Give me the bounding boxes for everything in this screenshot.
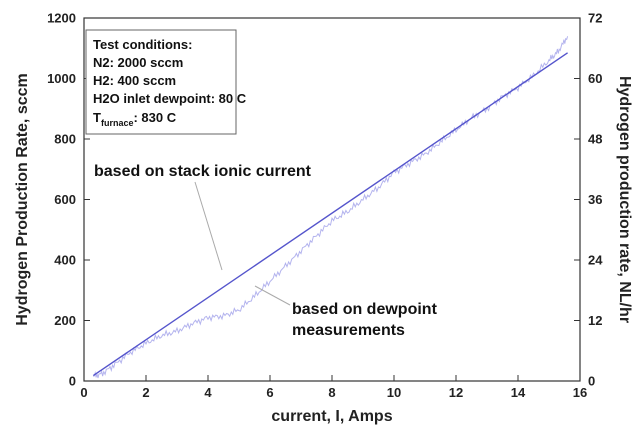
x-tick-label: 4 bbox=[204, 385, 212, 400]
furnace-temp-text: Tfurnace: 830 C bbox=[93, 110, 177, 128]
y-tick-label: 800 bbox=[54, 132, 76, 147]
y2-tick-label: 72 bbox=[588, 11, 602, 26]
y-tick-label: 1200 bbox=[47, 11, 76, 26]
x-tick-label: 10 bbox=[387, 385, 401, 400]
test-conditions-heading: Test conditions: bbox=[93, 37, 192, 52]
test-conditions-box: Test conditions: N2: 2000 sccm H2: 400 s… bbox=[85, 29, 247, 135]
annotation-dewpoint-line1: based on dewpoint bbox=[292, 301, 438, 318]
x-tick-label: 2 bbox=[142, 385, 149, 400]
y2-tick-label: 48 bbox=[588, 132, 602, 147]
test-conditions-frame bbox=[85, 29, 237, 135]
y2-tick-label: 24 bbox=[588, 253, 603, 268]
x-tick-label: 12 bbox=[449, 385, 463, 400]
x-tick-label: 6 bbox=[266, 385, 273, 400]
y2-tick-label: 0 bbox=[588, 374, 595, 389]
series-layer bbox=[92, 36, 569, 379]
y-tick-label: 400 bbox=[54, 253, 76, 268]
y2-axis-ticks: 0 12 24 36 48 60 72 bbox=[574, 11, 603, 389]
temp-value: : 830 C bbox=[133, 110, 176, 125]
y2-axis-title: Hydrogen production rate, NL/hr bbox=[616, 76, 633, 323]
x-tick-label: 8 bbox=[328, 385, 335, 400]
x-tick-label: 16 bbox=[573, 385, 587, 400]
annotation-ionic-current: based on stack ionic current bbox=[94, 163, 312, 180]
series-ionic-line bbox=[92, 52, 568, 377]
y-axis-ticks: 0 200 400 600 800 1000 1200 bbox=[47, 11, 90, 389]
y-tick-label: 0 bbox=[69, 374, 76, 389]
temp-symbol: T bbox=[93, 110, 101, 125]
dewpoint-text: H2O inlet dewpoint: 80 C bbox=[93, 91, 247, 106]
y2-tick-label: 60 bbox=[588, 71, 602, 86]
temp-subscript: furnace bbox=[101, 118, 134, 128]
y-tick-label: 1000 bbox=[47, 71, 76, 86]
annotation-dewpoint-leader bbox=[254, 285, 291, 306]
y-tick-label: 600 bbox=[54, 192, 76, 207]
n2-flow-text: N2: 2000 sccm bbox=[93, 55, 183, 70]
y-tick-label: 200 bbox=[54, 313, 76, 328]
y2-tick-label: 12 bbox=[588, 313, 602, 328]
x-tick-label: 14 bbox=[511, 385, 526, 400]
annotation-ionic-leader bbox=[194, 181, 223, 271]
x-axis-title: current, I, Amps bbox=[271, 408, 392, 425]
y-axis-title: Hydrogen Production Rate, sccm bbox=[14, 73, 31, 326]
x-tick-label: 0 bbox=[80, 385, 87, 400]
y2-tick-label: 36 bbox=[588, 192, 602, 207]
x-axis-ticks: 0 2 4 6 8 10 12 14 16 bbox=[80, 375, 587, 400]
h2-flow-text: H2: 400 sccm bbox=[93, 73, 176, 88]
annotation-dewpoint-line2: measurements bbox=[292, 322, 405, 339]
